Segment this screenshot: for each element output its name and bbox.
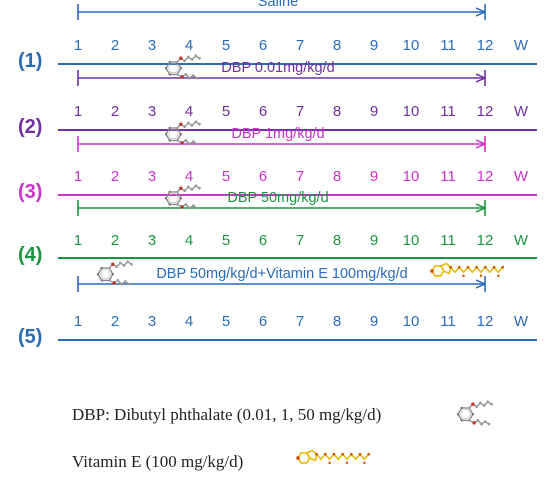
week-6-label: 6 xyxy=(259,232,267,249)
group-number: (5) xyxy=(18,326,42,348)
week-3-label: 3 xyxy=(148,168,156,185)
week-1-label: 1 xyxy=(74,37,82,54)
week-7-label: 7 xyxy=(296,313,304,330)
week-9-label: 9 xyxy=(370,232,378,249)
week-2-label: 2 xyxy=(111,168,119,185)
week-unit-label: W xyxy=(514,103,529,120)
week-unit-label: W xyxy=(514,37,529,54)
week-2-label: 2 xyxy=(111,313,119,330)
vitamin-e-molecule-icon xyxy=(430,262,505,278)
week-3-label: 3 xyxy=(148,37,156,54)
week-10-label: 10 xyxy=(403,168,420,185)
week-10-label: 10 xyxy=(403,37,420,54)
treatment-label: DBP 0.01mg/kg/d xyxy=(221,60,334,76)
week-10-label: 10 xyxy=(403,313,420,330)
week-8-label: 8 xyxy=(333,103,341,120)
week-1-label: 1 xyxy=(74,103,82,120)
dbp-molecule-icon xyxy=(96,260,133,286)
week-unit-label: W xyxy=(514,168,529,185)
week-8-label: 8 xyxy=(333,37,341,54)
vitamin-e-molecule-icon xyxy=(296,449,371,465)
week-11-label: 11 xyxy=(440,313,456,330)
week-5-label: 5 xyxy=(222,103,230,120)
week-7-label: 7 xyxy=(296,37,304,54)
week-1-label: 1 xyxy=(74,232,82,249)
week-1-label: 1 xyxy=(74,313,82,330)
week-8-label: 8 xyxy=(333,232,341,249)
week-unit-label: W xyxy=(514,232,529,249)
week-1-label: 1 xyxy=(74,168,82,185)
week-4-label: 4 xyxy=(185,313,193,330)
week-12-label: 12 xyxy=(477,37,494,54)
week-5-label: 5 xyxy=(222,37,230,54)
week-11-label: 11 xyxy=(440,103,456,120)
week-6-label: 6 xyxy=(259,37,267,54)
week-7-label: 7 xyxy=(296,103,304,120)
week-11-label: 11 xyxy=(440,232,456,249)
week-unit-label: W xyxy=(514,313,529,330)
week-7-label: 7 xyxy=(296,232,304,249)
week-10-label: 10 xyxy=(403,232,420,249)
treatment-label: Saline xyxy=(258,0,298,10)
legend-dbp-text: DBP: Dibutyl phthalate (0.01, 1, 50 mg/k… xyxy=(72,405,381,424)
week-12-label: 12 xyxy=(477,103,494,120)
week-6-label: 6 xyxy=(259,168,267,185)
week-5-label: 5 xyxy=(222,313,230,330)
week-10-label: 10 xyxy=(403,103,420,120)
week-9-label: 9 xyxy=(370,103,378,120)
dbp-molecule-icon xyxy=(456,400,493,426)
group-number: (1) xyxy=(18,50,42,72)
treatment-label: DBP 50mg/kg/d xyxy=(227,190,328,206)
week-6-label: 6 xyxy=(259,103,267,120)
week-4-label: 4 xyxy=(185,168,193,185)
week-2-label: 2 xyxy=(111,37,119,54)
week-2-label: 2 xyxy=(111,232,119,249)
group-number: (4) xyxy=(18,244,42,266)
week-7-label: 7 xyxy=(296,168,304,185)
dbp-molecule-icon xyxy=(164,54,201,80)
week-3-label: 3 xyxy=(148,103,156,120)
legend-vitamin-e-text: Vitamin E (100 mg/kg/d) xyxy=(72,452,243,471)
group-number: (3) xyxy=(18,181,42,203)
week-4-label: 4 xyxy=(185,37,193,54)
dbp-molecule-icon xyxy=(164,120,201,146)
week-4-label: 4 xyxy=(185,103,193,120)
week-12-label: 12 xyxy=(477,232,494,249)
week-5-label: 5 xyxy=(222,168,230,185)
week-12-label: 12 xyxy=(477,313,494,330)
week-11-label: 11 xyxy=(440,37,456,54)
week-6-label: 6 xyxy=(259,313,267,330)
week-9-label: 9 xyxy=(370,37,378,54)
treatment-label: DBP 50mg/kg/d+Vitamin E 100mg/kg/d xyxy=(156,266,407,282)
week-3-label: 3 xyxy=(148,232,156,249)
week-12-label: 12 xyxy=(477,168,494,185)
group-number: (2) xyxy=(18,116,42,138)
treatment-label: DBP 1mg/kg/d xyxy=(231,126,324,142)
week-8-label: 8 xyxy=(333,313,341,330)
week-9-label: 9 xyxy=(370,168,378,185)
week-2-label: 2 xyxy=(111,103,119,120)
week-8-label: 8 xyxy=(333,168,341,185)
week-3-label: 3 xyxy=(148,313,156,330)
week-11-label: 11 xyxy=(440,168,456,185)
week-4-label: 4 xyxy=(185,232,193,249)
dbp-molecule-icon xyxy=(164,184,201,210)
week-5-label: 5 xyxy=(222,232,230,249)
week-9-label: 9 xyxy=(370,313,378,330)
